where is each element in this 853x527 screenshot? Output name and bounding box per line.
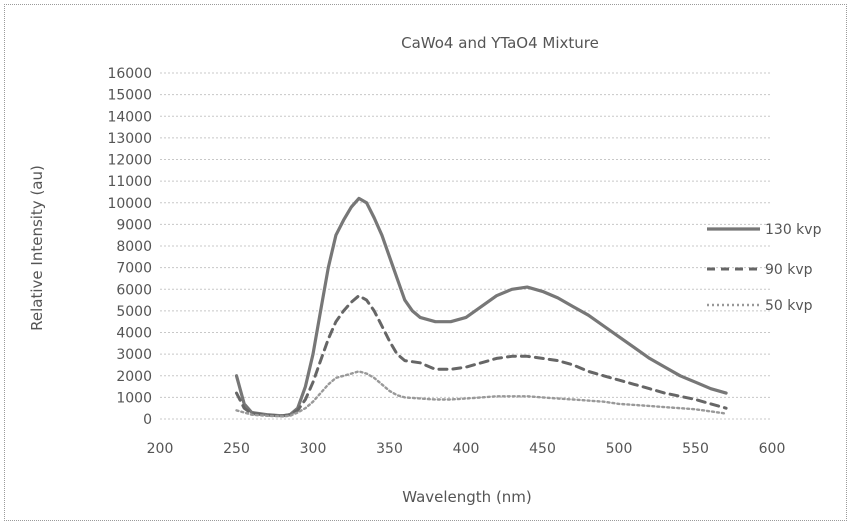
y-tick-label: 12000 <box>107 153 152 169</box>
y-tick-label: 7000 <box>116 261 152 277</box>
y-axis-title: Relative Intensity (au) <box>28 165 46 331</box>
y-tick-label: 10000 <box>107 196 152 212</box>
gridlines <box>160 72 772 420</box>
y-tick-label: 0 <box>143 412 152 428</box>
series-line <box>235 370 728 418</box>
y-tick-label: 13000 <box>107 131 152 147</box>
y-axis-ticks: 0 1000 2000 3000 4000 5000 6000 7000 8000 9000 100… <box>107 66 152 428</box>
legend-label: 50 kvp <box>765 298 813 314</box>
series-lines <box>234 196 728 418</box>
x-tick-label: 250 <box>223 441 250 457</box>
y-tick-label: 5000 <box>116 304 152 320</box>
x-axis-title: Wavelength (nm) <box>402 488 532 506</box>
y-tick-label: 11000 <box>107 174 152 190</box>
y-tick-label: 15000 <box>107 88 152 104</box>
x-axis-ticks: 200 250 300 350 400 450 500 550 600 <box>147 441 786 457</box>
y-tick-label: 6000 <box>116 282 152 298</box>
chart-frame <box>4 4 847 521</box>
y-tick-label: 3000 <box>116 347 152 363</box>
x-tick-label: 550 <box>682 441 709 457</box>
y-tick-label: 14000 <box>107 109 152 125</box>
x-tick-label: 200 <box>147 441 174 457</box>
series-line <box>235 294 728 418</box>
x-tick-label: 400 <box>453 441 480 457</box>
y-tick-label: 1000 <box>116 390 152 406</box>
x-tick-label: 450 <box>529 441 556 457</box>
x-tick-label: 600 <box>759 441 786 457</box>
y-tick-label: 9000 <box>116 217 152 233</box>
legend-label: 130 kvp <box>765 222 822 238</box>
chart-title: CaWo4 and YTaO4 Mixture <box>401 34 599 52</box>
x-tick-label: 350 <box>376 441 403 457</box>
legend: 130 kvp 90 kvp 50 kvp <box>707 222 822 314</box>
legend-label: 90 kvp <box>765 262 813 278</box>
series-line <box>234 196 728 418</box>
y-tick-label: 16000 <box>107 66 152 82</box>
y-tick-label: 4000 <box>116 326 152 342</box>
y-tick-label: 8000 <box>116 239 152 255</box>
y-tick-label: 2000 <box>116 369 152 385</box>
x-tick-label: 500 <box>606 441 633 457</box>
x-tick-label: 300 <box>300 441 327 457</box>
